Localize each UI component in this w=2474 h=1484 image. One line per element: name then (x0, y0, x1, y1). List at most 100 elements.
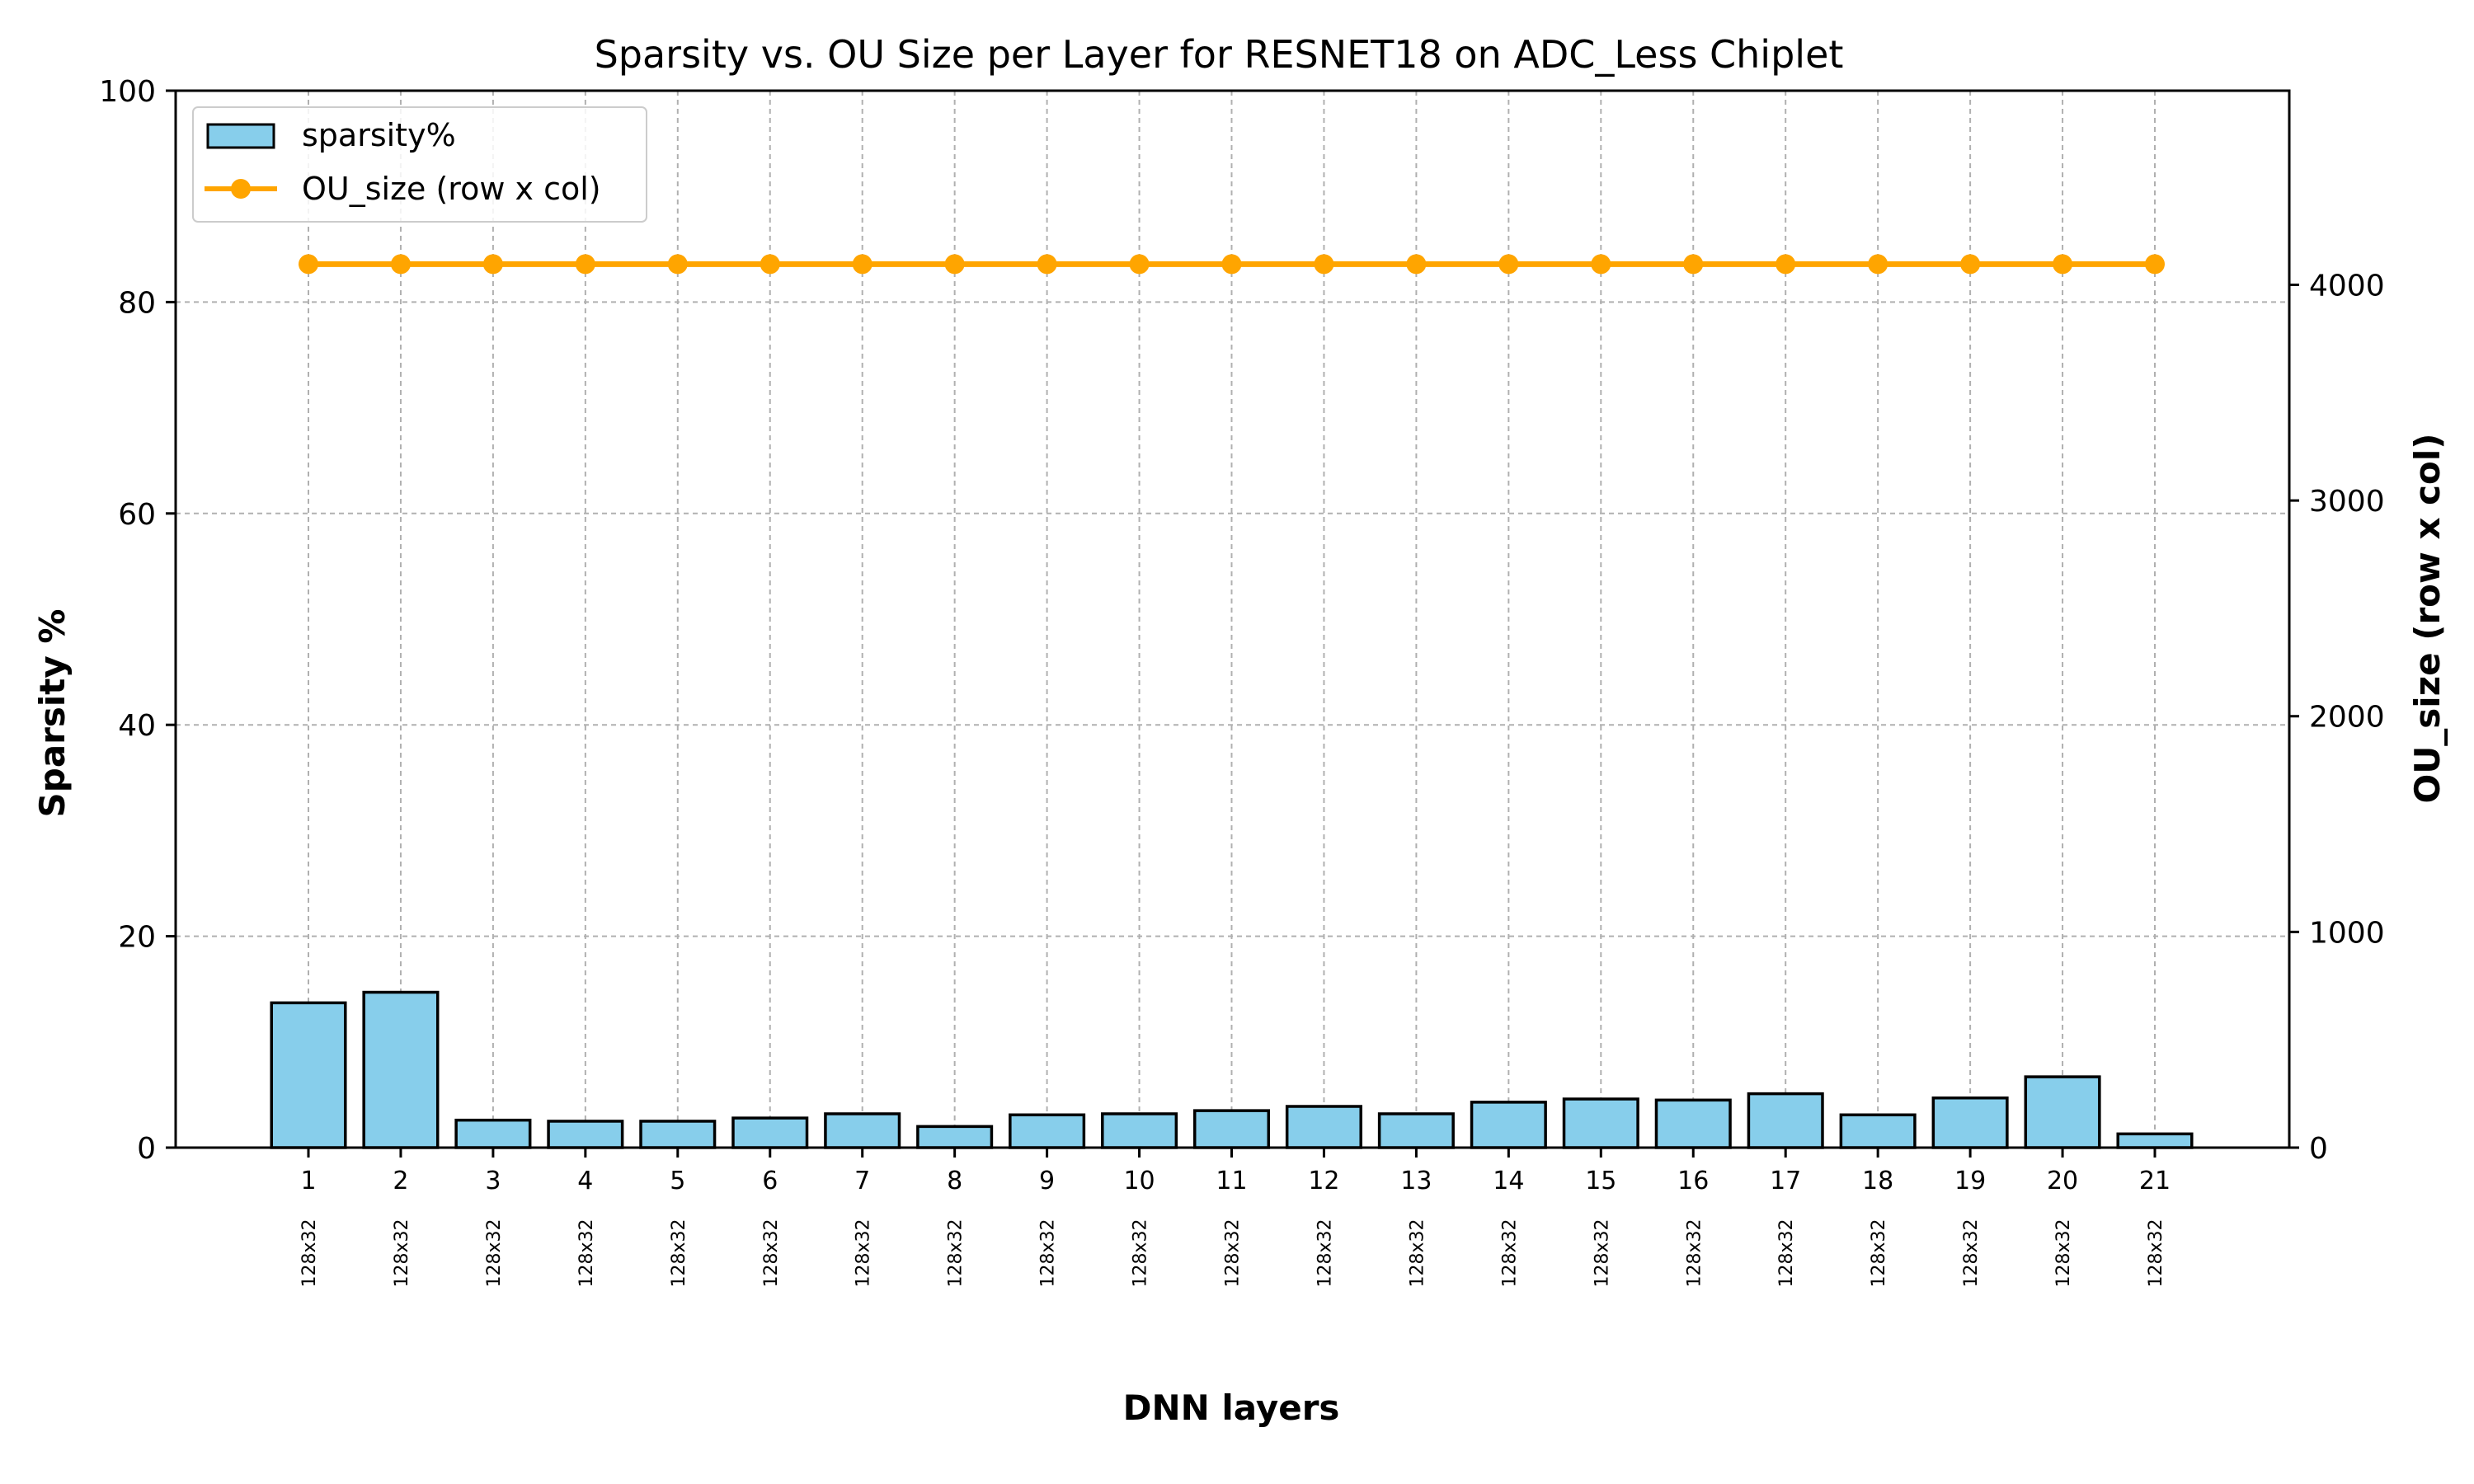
marker-ou-size-layer-19 (1960, 254, 1981, 275)
bar-sparsity-layer-1 (270, 1001, 347, 1149)
y2-tick-label: 0 (2309, 1132, 2328, 1166)
x-ou-size-label: 128x32 (854, 1219, 874, 1287)
legend-label-sparsity: sparsity% (302, 117, 456, 153)
x-ou-size-label: 128x32 (484, 1219, 505, 1287)
x-tick-label: 7 (854, 1167, 870, 1195)
marker-ou-size-layer-3 (482, 254, 503, 275)
marker-ou-size-layer-9 (1037, 254, 1057, 275)
bar-sparsity-layer-8 (916, 1125, 994, 1149)
legend-swatch-sparsity (206, 123, 275, 149)
bar-sparsity-layer-9 (1009, 1113, 1086, 1149)
marker-ou-size-layer-16 (1683, 254, 1704, 275)
x-tick-label: 10 (1123, 1167, 1155, 1195)
x-tick-label: 15 (1585, 1167, 1616, 1195)
x-ou-size-label: 128x32 (2146, 1219, 2166, 1287)
marker-ou-size-layer-8 (944, 254, 965, 275)
x-tick-label: 17 (1770, 1167, 1801, 1195)
bar-sparsity-layer-13 (1377, 1112, 1455, 1149)
x-tick-label: 5 (670, 1167, 685, 1195)
bar-sparsity-layer-3 (454, 1118, 532, 1149)
x-tick-label: 14 (1493, 1167, 1524, 1195)
x-tick-label: 9 (1039, 1167, 1055, 1195)
x-ou-size-label: 128x32 (1776, 1219, 1797, 1287)
y2-tick-label: 1000 (2309, 916, 2385, 950)
x-ou-size-label: 128x32 (669, 1219, 689, 1287)
y-tick-label: 100 (99, 75, 156, 109)
marker-ou-size-layer-13 (1406, 254, 1427, 275)
bar-sparsity-layer-6 (731, 1116, 809, 1149)
x-ou-size-label: 128x32 (1131, 1219, 1151, 1287)
x-ou-size-label: 128x32 (946, 1219, 967, 1287)
marker-ou-size-layer-2 (390, 254, 411, 275)
x-ou-size-label: 128x32 (576, 1219, 597, 1287)
y-axis-label: Sparsity % (32, 609, 73, 818)
x-ou-size-label: 128x32 (1961, 1219, 1982, 1287)
x-tick-label: 18 (1862, 1167, 1893, 1195)
x-ou-size-label: 128x32 (1499, 1219, 1520, 1287)
marker-ou-size-layer-1 (299, 254, 318, 275)
x-ou-size-label: 128x32 (299, 1219, 320, 1287)
bar-sparsity-layer-17 (1747, 1092, 1824, 1149)
bar-layer (270, 990, 2194, 1149)
legend-label-ou-size: OU_size (row x col) (302, 171, 601, 207)
marker-ou-size-layer-17 (1776, 254, 1796, 275)
bar-sparsity-layer-14 (1470, 1101, 1547, 1149)
y-tick-label: 0 (137, 1132, 156, 1166)
marker-ou-size-layer-4 (575, 254, 595, 275)
x-tick-label: 1 (300, 1167, 316, 1195)
x-ou-size-label: 128x32 (1223, 1219, 1244, 1287)
x-ou-size-label: 128x32 (761, 1219, 782, 1287)
x-ou-size-label: 128x32 (1038, 1219, 1059, 1287)
bar-sparsity-layer-21 (2116, 1132, 2194, 1149)
y2-tick-label: 2000 (2309, 701, 2385, 735)
bar-sparsity-layer-15 (1562, 1097, 1639, 1149)
x-ou-size-label: 128x32 (1869, 1219, 1889, 1287)
x-tick-label: 4 (577, 1167, 593, 1195)
marker-ou-size-layer-12 (1314, 254, 1334, 275)
bar-sparsity-layer-16 (1654, 1098, 1732, 1149)
marker-ou-size-layer-10 (1129, 254, 1150, 275)
x-tick-label: 3 (485, 1167, 501, 1195)
x-ou-size-label: 128x32 (1407, 1219, 1427, 1287)
marker-ou-size-layer-20 (2053, 254, 2073, 275)
bar-sparsity-layer-7 (824, 1112, 901, 1149)
y2-axis-label: OU_size (row x col) (2407, 434, 2448, 804)
bar-sparsity-layer-12 (1285, 1105, 1362, 1149)
x-ou-size-label: 128x32 (1592, 1219, 1612, 1287)
bar-sparsity-layer-18 (1839, 1113, 1917, 1149)
x-tick-label: 2 (393, 1167, 408, 1195)
y2-tick-label: 4000 (2309, 269, 2385, 303)
x-tick-label: 12 (1308, 1167, 1339, 1195)
marker-ou-size-layer-7 (852, 254, 872, 275)
x-tick-label: 6 (762, 1167, 778, 1195)
x-ou-size-label: 128x32 (1315, 1219, 1335, 1287)
y-tick-label: 80 (118, 286, 156, 320)
marker-ou-size-layer-11 (1221, 254, 1242, 275)
legend-box (192, 106, 647, 223)
legend-swatch-ou-marker (231, 179, 251, 199)
x-tick-label: 21 (2139, 1167, 2171, 1195)
marker-ou-size-layer-5 (667, 254, 688, 275)
marker-ou-size-layer-21 (2145, 254, 2165, 275)
x-tick-label: 11 (1216, 1167, 1247, 1195)
tick-layer: 020406080100010002000300040001128x322128… (99, 75, 2384, 1288)
chart-title: Sparsity vs. OU Size per Layer for RESNE… (595, 32, 1844, 77)
x-ou-size-label: 128x32 (1684, 1219, 1705, 1287)
bar-sparsity-layer-11 (1192, 1109, 1271, 1149)
x-ou-size-label: 128x32 (392, 1219, 412, 1287)
x-tick-label: 8 (947, 1167, 962, 1195)
marker-ou-size-layer-6 (760, 254, 780, 275)
x-tick-label: 16 (1677, 1167, 1709, 1195)
bar-sparsity-layer-5 (639, 1120, 717, 1149)
bar-sparsity-layer-10 (1101, 1112, 1178, 1149)
marker-ou-size-layer-15 (1591, 254, 1611, 275)
y2-tick-label: 3000 (2309, 485, 2385, 519)
marker-ou-size-layer-14 (1498, 254, 1519, 275)
y-tick-label: 20 (118, 921, 156, 955)
x-ou-size-label: 128x32 (2053, 1219, 2074, 1287)
x-tick-label: 13 (1400, 1167, 1432, 1195)
bar-sparsity-layer-2 (362, 990, 440, 1149)
